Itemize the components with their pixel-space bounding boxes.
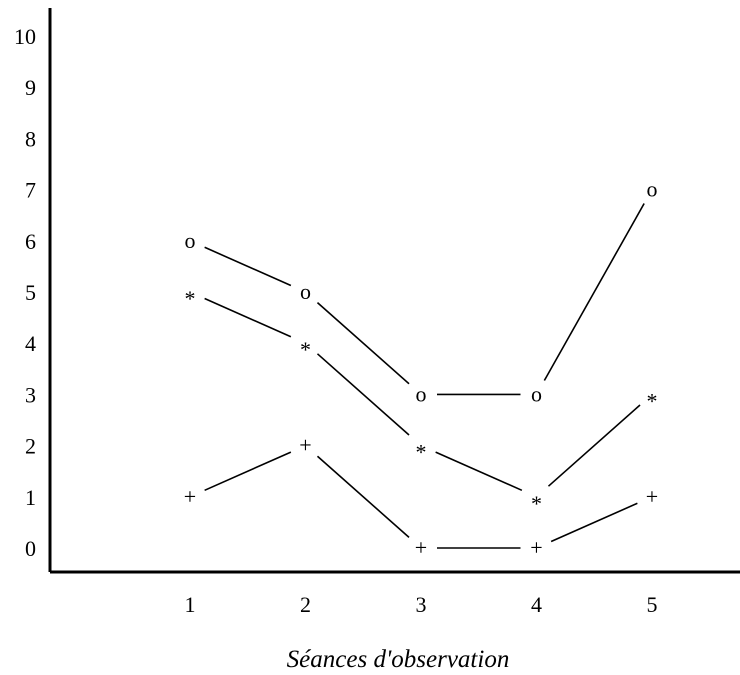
y-tick-label: 4 (25, 331, 36, 356)
y-tick-label: 1 (25, 485, 36, 510)
y-tick-label: 10 (14, 24, 36, 49)
x-tick-labels: 1 2 3 4 5 (185, 592, 658, 617)
series-1-point: o (185, 228, 196, 253)
y-tick-label: 7 (25, 178, 36, 203)
series-3-point: + (646, 484, 658, 509)
series-2-segment (316, 353, 410, 436)
x-tick-label: 5 (647, 592, 658, 617)
series-3-segment (550, 502, 638, 543)
series-1: o o o o o (185, 177, 658, 407)
series-3-point: + (184, 484, 196, 509)
series-2: * * * * * (185, 286, 658, 516)
series-3-segment (316, 455, 410, 538)
series-2-segment (204, 297, 292, 338)
y-tick-label: 9 (25, 75, 36, 100)
series-1-segment (543, 203, 645, 381)
y-tick-label: 2 (25, 434, 36, 459)
x-tick-label: 2 (300, 592, 311, 617)
series-2-point: * (185, 286, 196, 311)
series-1-point: o (300, 279, 311, 304)
series-2-point: * (531, 491, 542, 516)
series-layer: o o o o o * * * * * + + + + + (184, 177, 658, 560)
series-2-point: * (416, 440, 427, 465)
series-3-point: + (415, 535, 427, 560)
y-tick-label: 6 (25, 229, 36, 254)
series-1-segment (204, 246, 292, 287)
y-tick-label: 0 (25, 536, 36, 561)
series-1-point: o (416, 381, 427, 406)
y-tick-labels: 0 1 2 3 4 5 6 7 8 9 10 (14, 24, 36, 561)
series-2-segment (547, 404, 641, 487)
y-tick-label: 8 (25, 126, 36, 151)
x-tick-label: 3 (416, 592, 427, 617)
series-1-segment (316, 302, 410, 385)
series-3-segment (204, 451, 292, 492)
y-tick-label: 3 (25, 382, 36, 407)
series-3-point: + (530, 535, 542, 560)
x-axis-label: Séances d'observation (287, 646, 510, 673)
series-2-point: * (647, 388, 658, 413)
series-1-point: o (531, 381, 542, 406)
series-3: + + + + + (184, 433, 658, 560)
series-2-point: * (300, 337, 311, 362)
series-2-segment (435, 451, 523, 492)
x-tick-label: 1 (185, 592, 196, 617)
axes (48, 8, 740, 574)
series-1-point: o (647, 177, 658, 202)
y-tick-label: 5 (25, 280, 36, 305)
x-tick-label: 4 (531, 592, 542, 617)
series-3-point: + (299, 433, 311, 458)
